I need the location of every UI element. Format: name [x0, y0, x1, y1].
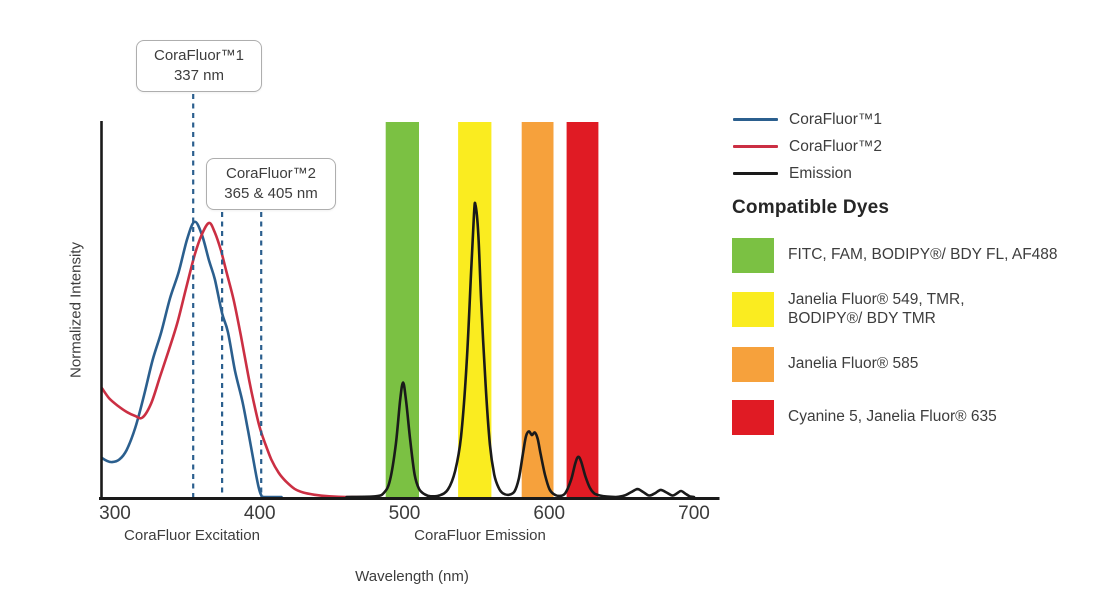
dye-label: FITC, FAM, BODIPY®/ BDY FL, AF488: [788, 246, 1058, 264]
x-tick-label: 300: [99, 503, 131, 524]
emission-section-label: CoraFluor Emission: [414, 527, 546, 544]
excitation-section-label: CoraFluor Excitation: [124, 527, 260, 544]
filter-band-band_red: [566, 122, 599, 497]
x-axis-label: Wavelength (nm): [355, 568, 469, 585]
legend-item-emission: Emission: [733, 164, 882, 183]
series-black: [345, 201, 696, 499]
compatible-dyes-title: Compatible Dyes: [732, 197, 890, 218]
legend-label: CoraFluor™1: [789, 110, 883, 128]
legend-line-red-icon: [733, 145, 778, 148]
filter-band-yellow: [458, 122, 492, 497]
x-tick-label: 500: [388, 503, 421, 524]
legend-label: CoraFluor™2: [789, 137, 883, 155]
series-red: [100, 221, 363, 499]
dye-label: Janelia Fluor® 585: [788, 354, 919, 372]
callout-corafluor1-wavelength: 337 nm: [173, 66, 225, 84]
legend: CoraFluor™1 CoraFluor™2 Emission: [733, 110, 882, 191]
legend-label: Emission: [789, 164, 852, 182]
callout-corafluor1: CoraFluor™1 337 nm: [136, 40, 262, 92]
callout-corafluor2: CoraFluor™2 365 & 405 nm: [206, 158, 336, 210]
dye-row-green: FITC, FAM, BODIPY®/ BDY FL, AF488: [732, 238, 1058, 273]
x-tick-label: 400: [243, 503, 276, 524]
legend-item-corafluor2: CoraFluor™2: [733, 137, 882, 156]
legend-item-corafluor1: CoraFluor™1: [733, 110, 882, 129]
red-filter-swatch: [732, 399, 774, 435]
legend-line-blue-icon: [733, 118, 778, 121]
dye-label: Cyanine 5, Janelia Fluor® 635: [788, 407, 997, 425]
filter-band-green: [385, 122, 419, 497]
compatible-dyes-list: FITC, FAM, BODIPY®/ BDY FL, AF488 Janeli…: [732, 238, 1058, 453]
callout-corafluor2-title: CoraFluor™2: [225, 165, 317, 182]
dye-row-yellow: Janelia Fluor® 549, TMR, BODIPY®/ BDY TM…: [732, 291, 1058, 329]
dye-row-red: Cyanine 5, Janelia Fluor® 635: [732, 399, 1058, 435]
yellow-filter-swatch: [732, 292, 774, 328]
callout-corafluor1-title: CoraFluor™1: [153, 47, 245, 64]
dye-row-orange: Janelia Fluor® 585: [732, 346, 1058, 382]
green-filter-swatch: [732, 238, 774, 273]
x-tick-label: 600: [533, 503, 566, 524]
series-blue: [100, 220, 283, 499]
callout-corafluor2-wavelength: 365 & 405 nm: [224, 184, 318, 202]
y-axis-label: Normalized Intensity: [67, 242, 85, 378]
legend-line-black-icon: [733, 172, 778, 175]
x-tick-label: 700: [678, 503, 710, 524]
orange-filter-swatch: [732, 346, 774, 382]
dye-label: Janelia Fluor® 549, TMR, BODIPY®/ BDY TM…: [788, 291, 965, 327]
